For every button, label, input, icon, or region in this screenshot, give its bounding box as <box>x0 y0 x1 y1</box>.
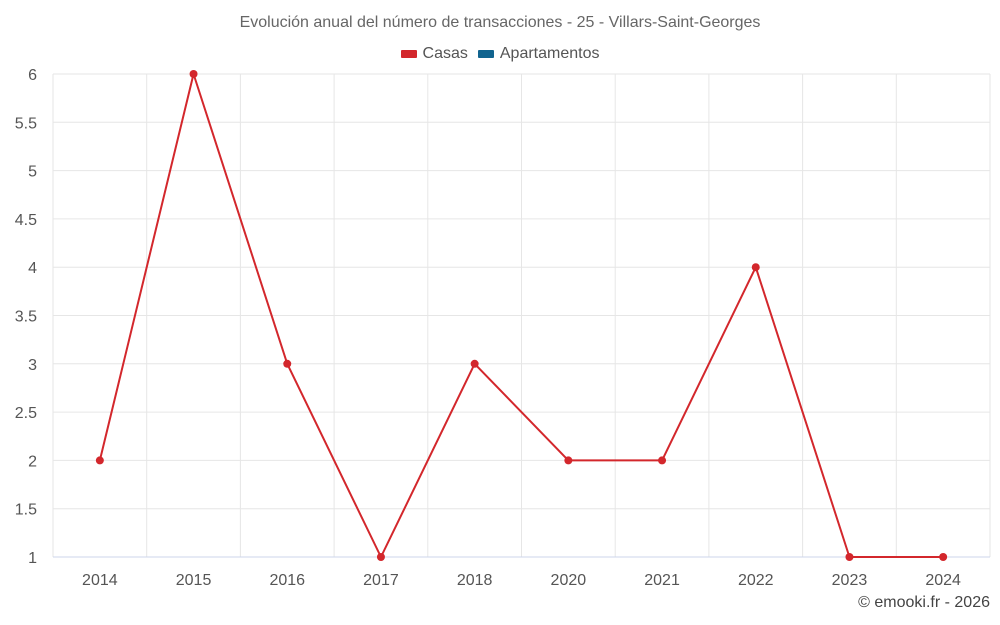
y-tick-label: 2 <box>28 453 37 470</box>
data-point-casas <box>470 359 479 368</box>
data-point-casas <box>564 456 573 465</box>
x-tick-label: 2018 <box>457 572 493 589</box>
legend-label-casas: Casas <box>422 45 468 62</box>
x-tick-label: 2020 <box>551 572 587 589</box>
data-point-casas <box>751 263 760 272</box>
data-point-casas <box>283 359 292 368</box>
data-point-casas <box>189 70 198 78</box>
legend-swatch-apartamentos <box>477 50 494 58</box>
x-tick-label: 2021 <box>644 572 680 589</box>
y-tick-label: 5 <box>28 164 37 181</box>
credits-text[interactable]: © emooki.fr - 2026 <box>858 594 990 611</box>
y-tick-label: 6 <box>28 67 37 84</box>
y-tick-label: 4 <box>28 260 37 277</box>
y-tick-label: 1.5 <box>15 502 37 519</box>
data-point-casas <box>845 553 854 561</box>
chart-legend: Casas Apartamentos <box>0 45 1000 63</box>
legend-item-apartamentos[interactable]: Apartamentos <box>477 45 600 63</box>
y-tick-label: 2.5 <box>15 405 37 422</box>
y-tick-label: 1 <box>28 550 37 567</box>
series-line-casas <box>98 73 944 558</box>
x-tick-label: 2015 <box>176 572 212 589</box>
x-tick-label: 2024 <box>925 572 961 589</box>
data-point-casas <box>939 553 948 561</box>
y-tick-label: 4.5 <box>15 212 37 229</box>
data-point-casas <box>658 456 667 465</box>
x-tick-label: 2023 <box>832 572 868 589</box>
y-tick-label: 5.5 <box>15 115 37 132</box>
x-tick-label: 2022 <box>738 572 774 589</box>
legend-swatch-casas <box>400 50 417 58</box>
x-tick-label: 2017 <box>363 572 399 589</box>
data-point-casas <box>95 456 104 465</box>
y-tick-label: 3 <box>28 357 37 374</box>
y-tick-label: 3.5 <box>15 309 37 326</box>
x-tick-label: 2016 <box>269 572 305 589</box>
chart-title: Evolución anual del número de transaccio… <box>239 14 761 31</box>
legend-label-apartamentos: Apartamentos <box>499 45 600 62</box>
legend-item-casas[interactable]: Casas <box>400 45 468 63</box>
x-tick-label: 2014 <box>82 572 118 589</box>
data-point-casas <box>376 553 385 561</box>
